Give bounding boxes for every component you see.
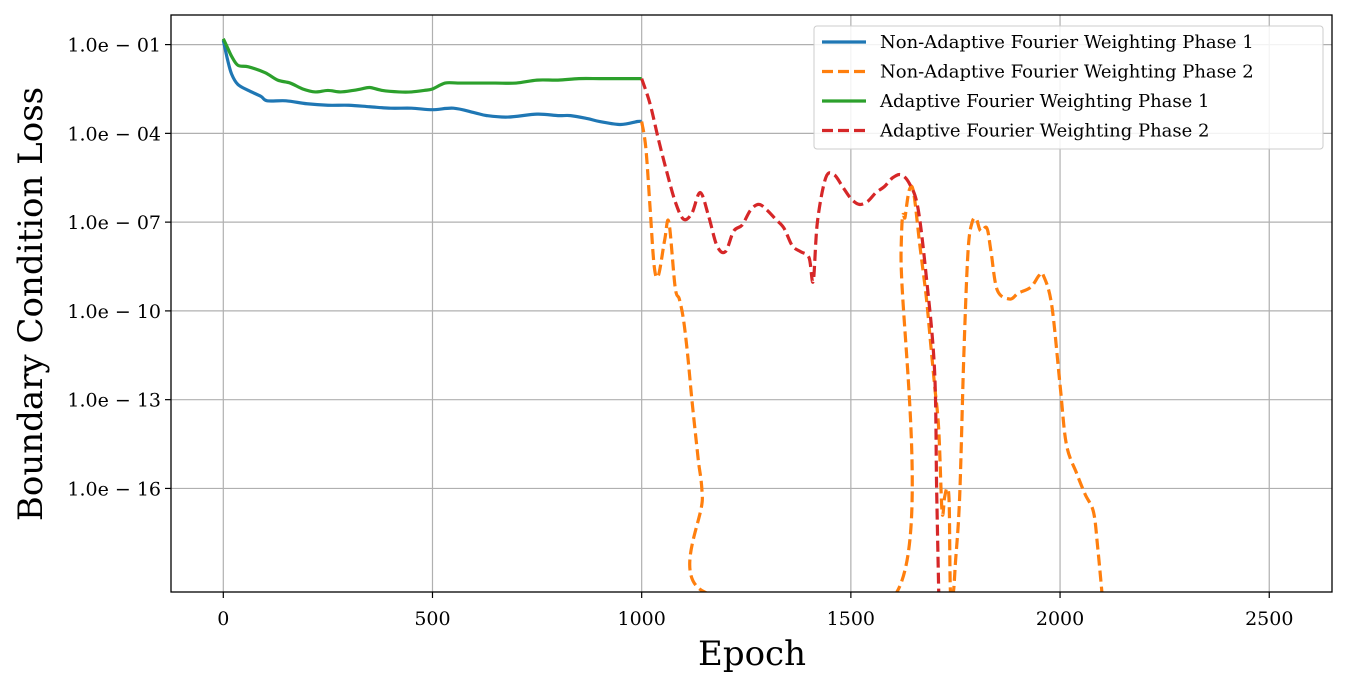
- legend-label: Non-Adaptive Fourier Weighting Phase 1: [880, 32, 1254, 53]
- legend-label: Adaptive Fourier Weighting Phase 1: [879, 91, 1209, 112]
- y-tick-label: 1.0e − 07: [67, 212, 161, 234]
- x-axis-ticks: 0 500 1000 1500 2000 2500: [217, 592, 1293, 630]
- y-tick-label: 1.0e − 13: [67, 390, 161, 412]
- legend: Non-Adaptive Fourier Weighting Phase 1 No…: [813, 25, 1324, 150]
- non-adaptive-phase1-line: [221, 39, 642, 127]
- x-tick-label: 1000: [617, 608, 665, 630]
- x-tick-label: 2000: [1036, 608, 1084, 630]
- y-tick-label: 1.0e − 10: [67, 301, 161, 323]
- non-adaptive-phase2-line: [640, 121, 1104, 592]
- y-axis-title: Boundary Condition Loss: [11, 87, 51, 521]
- y-tick-label: 1.0e − 04: [67, 123, 161, 145]
- adaptive-phase2-line: [640, 78, 941, 592]
- x-axis-title: Epoch: [698, 634, 806, 674]
- series-layer: [221, 37, 1104, 592]
- y-tick-label: 1.0e − 01: [67, 35, 161, 57]
- x-tick-label: 500: [414, 608, 450, 630]
- adaptive-phase1-line: [221, 37, 642, 94]
- y-tick-label: 1.0e − 16: [67, 478, 161, 500]
- legend-label: Non-Adaptive Fourier Weighting Phase 2: [880, 62, 1254, 83]
- legend-label: Adaptive Fourier Weighting Phase 2: [879, 121, 1209, 142]
- x-tick-label: 2500: [1245, 608, 1293, 630]
- x-tick-label: 1500: [827, 608, 875, 630]
- y-axis-ticks: 1.0e − 01 1.0e − 04 1.0e − 07 1.0e − 10 1.0e…: [67, 35, 171, 500]
- plot-frame: [170, 14, 1333, 593]
- x-tick-label: 0: [217, 608, 229, 630]
- legend-box: [813, 25, 1324, 150]
